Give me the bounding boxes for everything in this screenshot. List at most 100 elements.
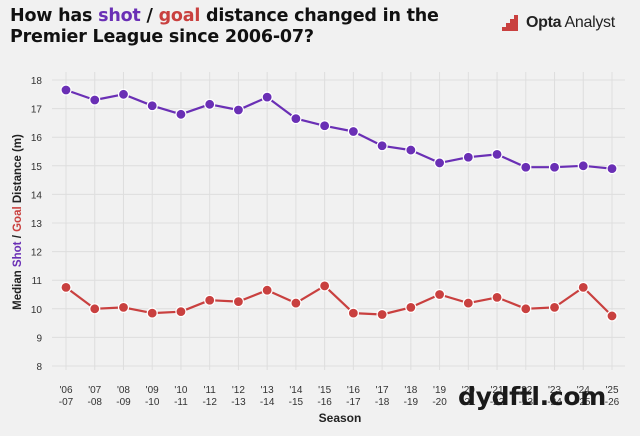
y-tick-label: 16 bbox=[31, 133, 43, 144]
logo-text-rest: Analyst bbox=[561, 14, 616, 31]
shot-series-line bbox=[65, 88, 613, 170]
goal-point bbox=[405, 301, 417, 313]
y-tick-label: 9 bbox=[36, 333, 42, 344]
shot-point bbox=[405, 144, 417, 156]
title-shot-word: shot bbox=[98, 6, 141, 26]
x-tick-label: '11 bbox=[204, 385, 217, 396]
watermark: dydftl.com bbox=[458, 382, 607, 411]
x-tick-label-sub: -09 bbox=[116, 397, 131, 408]
y-tick-label: 15 bbox=[31, 162, 43, 173]
goal-point bbox=[175, 306, 187, 318]
shot-point bbox=[175, 108, 187, 120]
y-label-shot: Shot bbox=[12, 241, 24, 267]
y-tick-label: 11 bbox=[32, 276, 43, 287]
y-tick-label: 12 bbox=[31, 248, 43, 259]
x-tick-label-sub: -07 bbox=[59, 397, 74, 408]
shot-point bbox=[548, 161, 561, 173]
x-tick-label: '14 bbox=[289, 385, 302, 396]
x-tick-label: '23 bbox=[548, 385, 561, 396]
x-tick-label-sub: -22 bbox=[490, 397, 505, 408]
x-tick-label-sub: -16 bbox=[317, 397, 332, 408]
shot-point bbox=[520, 161, 532, 173]
x-axis-ticks: '06-07'07-08'08-09'09-10'10-11'11-12'12-… bbox=[59, 385, 620, 408]
y-label-sep: / bbox=[12, 232, 24, 242]
x-tick-label: '07 bbox=[88, 385, 101, 396]
goal-point bbox=[606, 310, 618, 322]
x-tick-label-sub: -14 bbox=[260, 397, 275, 408]
shot-point bbox=[117, 88, 130, 100]
shot-point bbox=[491, 148, 503, 160]
opta-analyst-logo: Opta Analyst bbox=[498, 13, 615, 33]
goal-point bbox=[433, 288, 446, 301]
y-tick-label: 10 bbox=[31, 305, 43, 316]
x-tick-label-sub: -15 bbox=[289, 397, 304, 408]
y-tick-label: 17 bbox=[31, 105, 43, 116]
shot-point bbox=[60, 84, 72, 96]
goal-point bbox=[376, 308, 388, 321]
x-tick-label: '08 bbox=[117, 385, 130, 396]
x-tick-label-sub: -19 bbox=[404, 397, 419, 408]
x-tick-label-sub: -12 bbox=[202, 397, 217, 408]
x-tick-label-sub: -17 bbox=[346, 397, 361, 408]
x-tick-label: '19 bbox=[433, 385, 446, 396]
x-tick-label: '21 bbox=[491, 385, 504, 396]
goal-point bbox=[577, 281, 589, 293]
x-tick-label: '09 bbox=[146, 385, 159, 396]
x-tick-label-sub: -21 bbox=[461, 397, 476, 408]
goal-point bbox=[261, 284, 273, 296]
x-tick-label-sub: -26 bbox=[605, 397, 620, 408]
logo-text: Opta Analyst bbox=[526, 14, 615, 32]
x-tick-label: '15 bbox=[318, 385, 331, 396]
goal-point bbox=[462, 297, 474, 309]
chart-title: How has shot / goal distance changed in … bbox=[10, 6, 450, 48]
x-tick-label: '12 bbox=[232, 385, 245, 396]
x-tick-label: '10 bbox=[174, 385, 187, 396]
goal-point bbox=[232, 296, 245, 308]
shot-point bbox=[433, 157, 446, 169]
x-tick-label-sub: -25 bbox=[576, 397, 591, 408]
x-tick-label-sub: -08 bbox=[88, 397, 103, 408]
shot-point bbox=[146, 100, 158, 112]
y-tick-label: 8 bbox=[36, 362, 42, 373]
shot-point bbox=[577, 160, 589, 172]
x-tick-label-sub: -18 bbox=[375, 397, 390, 408]
opta-logo-icon bbox=[502, 15, 518, 31]
title-part-1: How has bbox=[10, 6, 99, 26]
x-tick-label: '17 bbox=[376, 385, 389, 396]
goal-point bbox=[491, 291, 503, 303]
y-label-suffix: Distance (m) bbox=[12, 134, 24, 206]
title-part-2: distance changed in the Premier League s… bbox=[10, 6, 439, 47]
y-tick-label: 14 bbox=[31, 190, 43, 201]
x-tick-label: '22 bbox=[519, 385, 532, 396]
x-tick-label: '13 bbox=[261, 385, 274, 396]
shot-point bbox=[376, 140, 388, 152]
x-tick-label: '24 bbox=[577, 385, 590, 396]
goal-point bbox=[89, 303, 101, 315]
x-tick-label: '25 bbox=[605, 385, 618, 396]
x-tick-label-sub: -10 bbox=[145, 397, 160, 408]
gridlines bbox=[52, 72, 625, 370]
title-separator: / bbox=[140, 6, 159, 26]
shot-point bbox=[319, 120, 331, 132]
x-tick-label-sub: -20 bbox=[432, 397, 447, 408]
y-tick-label: 13 bbox=[31, 219, 43, 230]
y-label-prefix: Median bbox=[12, 267, 24, 310]
shot-point bbox=[232, 104, 245, 116]
goal-point bbox=[290, 297, 302, 309]
x-tick-label: '06 bbox=[59, 385, 72, 396]
series-lines bbox=[65, 88, 613, 317]
title-goal-word: goal bbox=[158, 6, 201, 26]
goal-point bbox=[548, 301, 561, 313]
goal-point bbox=[204, 294, 216, 306]
x-tick-label: '16 bbox=[347, 385, 360, 396]
shot-point bbox=[89, 94, 101, 106]
x-tick-label: '20 bbox=[462, 385, 475, 396]
goal-point bbox=[60, 281, 72, 293]
series-points bbox=[60, 84, 618, 322]
logo-text-bold: Opta bbox=[526, 14, 562, 31]
shot-point bbox=[261, 91, 273, 103]
goal-point bbox=[117, 301, 130, 313]
shot-point bbox=[204, 98, 216, 110]
shot-point bbox=[347, 125, 359, 138]
